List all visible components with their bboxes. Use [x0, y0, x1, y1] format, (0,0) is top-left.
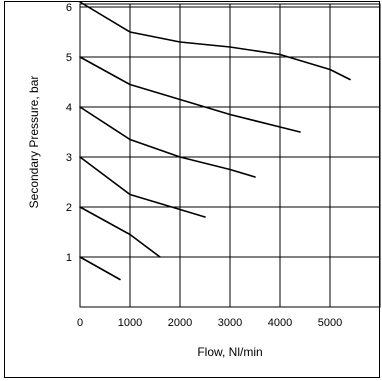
pressure-curve-1 — [79, 256, 121, 281]
x-tick-label: 3000 — [218, 317, 242, 329]
y-tick-label: 5 — [66, 52, 72, 64]
tick-labels: 0 1000 2000 3000 4000 5000 1 2 3 4 5 6 — [66, 2, 342, 329]
y-tick-label: 6 — [66, 2, 72, 14]
x-tick-label: 4000 — [268, 317, 292, 329]
pressure-curve-5 — [79, 56, 301, 133]
y-tick-label: 4 — [66, 102, 72, 114]
x-tick-label: 2000 — [168, 317, 192, 329]
x-tick-label: 5000 — [318, 317, 342, 329]
pressure-curve-2 — [79, 206, 161, 258]
pressure-curve-6 — [79, 1, 351, 81]
pressure-curve-4 — [79, 106, 256, 178]
y-tick-label: 1 — [66, 252, 72, 264]
grid-lines — [79, 3, 381, 308]
y-tick-label: 2 — [66, 202, 72, 214]
y-tick-label: 3 — [66, 152, 72, 164]
x-axis-label: Flow, Nl/min — [197, 345, 262, 359]
x-tick-label: 1000 — [118, 317, 142, 329]
y-axis-label: Secondary Pressure, bar — [27, 76, 41, 209]
pressure-curve-3 — [79, 156, 206, 218]
x-tick-label: 0 — [77, 317, 83, 329]
curves — [79, 1, 351, 281]
chart-frame — [4, 1, 380, 378]
